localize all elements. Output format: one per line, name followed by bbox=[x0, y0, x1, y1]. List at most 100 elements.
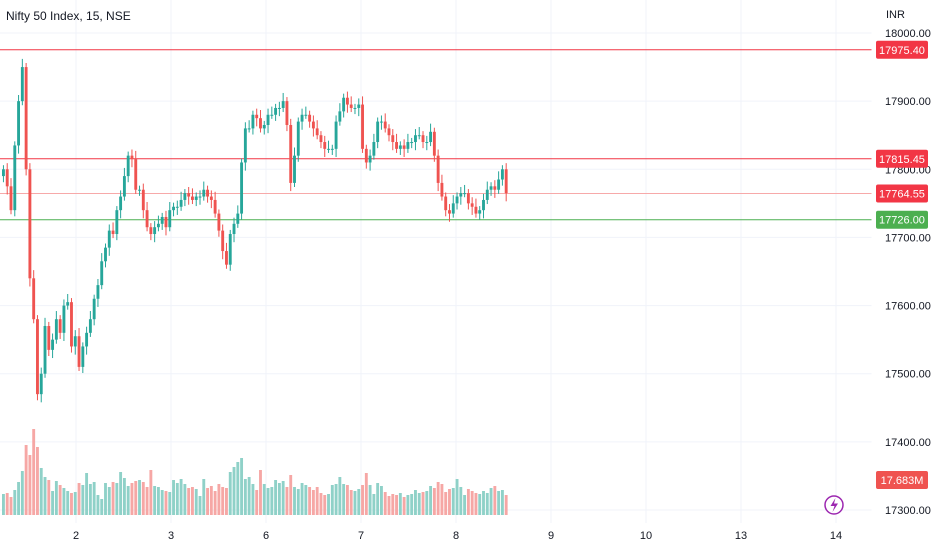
candle-body bbox=[183, 193, 187, 200]
candle-body bbox=[485, 189, 489, 200]
volume-bar bbox=[2, 494, 5, 515]
volume-bar bbox=[391, 494, 395, 515]
last-price-tag bbox=[876, 184, 928, 203]
volume-bar bbox=[383, 492, 387, 515]
candle-body bbox=[5, 169, 9, 187]
candle-body bbox=[432, 131, 436, 156]
candle-body bbox=[285, 101, 289, 125]
candle-body bbox=[141, 189, 145, 211]
candle-body bbox=[88, 319, 92, 333]
candle-body bbox=[179, 199, 183, 207]
candle-body bbox=[466, 193, 470, 204]
price-axis[interactable]: 18000.0017900.0017800.0017700.0017600.00… bbox=[885, 28, 931, 517]
candle-body bbox=[421, 135, 425, 143]
volume-bar bbox=[504, 495, 508, 515]
volume-bar bbox=[164, 491, 168, 515]
volume-bar bbox=[300, 483, 304, 515]
candle-body bbox=[489, 186, 493, 190]
candle-body bbox=[451, 203, 455, 214]
candle-body bbox=[168, 210, 172, 228]
candle-body bbox=[334, 121, 338, 149]
volume-bar bbox=[209, 486, 213, 515]
candle-body bbox=[92, 298, 96, 320]
candle-body bbox=[221, 230, 225, 252]
volume-bar bbox=[432, 488, 436, 515]
volume-bar bbox=[247, 477, 251, 515]
price-tick-label: 17600.00 bbox=[885, 301, 931, 313]
candles bbox=[2, 58, 508, 403]
candle-body bbox=[232, 223, 236, 235]
grid bbox=[0, 0, 872, 523]
volume-bar bbox=[232, 467, 236, 515]
volume-bar bbox=[262, 484, 266, 515]
date-tick-label: 10 bbox=[640, 530, 652, 542]
candle-body bbox=[32, 278, 36, 320]
volume-bar bbox=[444, 492, 448, 515]
support-price-tag bbox=[876, 210, 928, 229]
volume-bar bbox=[478, 494, 482, 515]
time-axis[interactable]: 2 3 6 7 8 9 10 13 14 bbox=[73, 530, 842, 542]
candle-body bbox=[164, 216, 168, 228]
candle-body bbox=[500, 169, 504, 180]
candle-body bbox=[153, 227, 157, 235]
candle-body bbox=[504, 169, 508, 194]
volume-bar bbox=[183, 484, 187, 515]
volume-bar bbox=[153, 486, 157, 515]
candle-body bbox=[187, 193, 191, 197]
volume-bar bbox=[421, 492, 425, 515]
volume-bar bbox=[24, 445, 28, 515]
candle-body bbox=[156, 223, 160, 228]
candle-body bbox=[54, 319, 58, 340]
volume-bar bbox=[54, 481, 58, 515]
candle-body bbox=[209, 196, 213, 200]
alert-badge[interactable] bbox=[824, 495, 844, 515]
candle-body bbox=[402, 145, 406, 149]
candle-body bbox=[39, 373, 43, 395]
volume-bar bbox=[380, 486, 383, 515]
price-tags: 17975.40 17815.45 17764.55 17726.00 17.683M bbox=[876, 40, 928, 489]
volume-bar bbox=[466, 489, 470, 515]
candle-body bbox=[429, 131, 433, 143]
price-tag-label: 17815.45 bbox=[879, 154, 925, 166]
date-tick-label: 8 bbox=[453, 530, 459, 542]
volume-bar bbox=[32, 429, 36, 515]
candle-body bbox=[145, 210, 149, 228]
candle-body bbox=[130, 155, 134, 160]
candle-body bbox=[28, 169, 32, 279]
resistance-price-tag bbox=[876, 40, 928, 59]
candle-body bbox=[240, 162, 244, 214]
volume-bar bbox=[293, 487, 296, 515]
candle-body bbox=[20, 67, 24, 102]
candle-body bbox=[47, 326, 51, 350]
volume-bar bbox=[96, 495, 100, 515]
price-tick-label: 17300.00 bbox=[885, 505, 931, 517]
price-tag-label: 17726.00 bbox=[879, 215, 925, 227]
volume-bar bbox=[236, 462, 240, 515]
candle-body bbox=[387, 128, 391, 136]
candle-body bbox=[342, 97, 346, 112]
volume-bar bbox=[338, 477, 342, 515]
date-tick-label: 6 bbox=[263, 530, 269, 542]
volume-bar bbox=[485, 493, 489, 515]
volume-bar bbox=[274, 480, 278, 515]
candle-body bbox=[345, 97, 349, 105]
candle-body bbox=[51, 339, 55, 350]
candle-body bbox=[81, 346, 85, 367]
date-tick-label: 7 bbox=[358, 530, 364, 542]
volume-bar bbox=[43, 477, 47, 515]
volume-bar bbox=[323, 495, 327, 515]
volume-bar bbox=[202, 479, 206, 515]
candle-body bbox=[160, 216, 164, 224]
candle-body bbox=[311, 121, 315, 129]
volume-bar bbox=[497, 491, 501, 515]
candle-body bbox=[126, 155, 130, 177]
candle-body bbox=[191, 196, 194, 200]
candle-body bbox=[304, 114, 308, 116]
lightning-icon bbox=[830, 498, 838, 512]
candle-body bbox=[338, 111, 342, 122]
volume-bar bbox=[81, 485, 85, 515]
candle-body bbox=[2, 169, 5, 177]
volume-bar bbox=[92, 482, 96, 515]
volume-bar bbox=[398, 493, 402, 515]
